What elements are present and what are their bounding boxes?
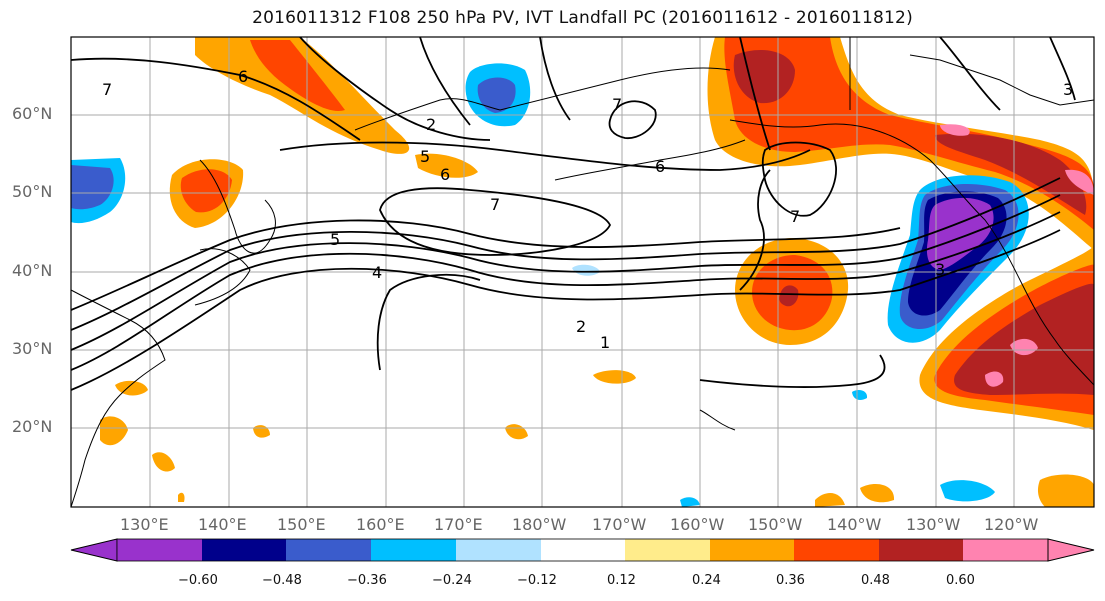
contour-label: 5	[330, 230, 340, 249]
lat-label: 20°N	[12, 417, 53, 436]
shade-orange	[152, 452, 175, 472]
colorbar-swatch	[286, 539, 371, 561]
colorbar-swatch	[456, 539, 541, 561]
lon-label: 140°W	[827, 515, 882, 534]
lon-label: 160°W	[670, 515, 725, 534]
shade-blue	[71, 165, 114, 210]
shade-pink	[1010, 338, 1038, 356]
contour-label: 4	[372, 263, 382, 282]
shade-red	[250, 40, 345, 111]
map-border	[70, 36, 1095, 508]
colorbar-tick-label: 0.12	[607, 573, 636, 588]
colorbar-tick-label: 0.36	[776, 573, 805, 588]
contour-label: 7	[612, 95, 622, 114]
colorbar-tick-label: −0.60	[178, 573, 218, 588]
colorbar-swatch	[117, 539, 202, 561]
colorbar-tick-label: −0.24	[432, 573, 472, 588]
contour-label: 7	[102, 80, 112, 99]
contour-label: 7	[490, 195, 500, 214]
lon-label: 150°E	[277, 515, 326, 534]
lon-label: 140°E	[198, 515, 247, 534]
shade-orange	[415, 153, 478, 178]
shade-lightblue	[852, 390, 868, 400]
colorbar-swatch	[963, 539, 1048, 561]
shade-pink	[1065, 169, 1094, 195]
shade-lightblue	[680, 497, 700, 507]
shade-blue	[477, 77, 516, 113]
contour-lines	[71, 37, 1076, 391]
map-title: 2016011312 F108 250 hPa PV, IVT Landfall…	[252, 8, 913, 28]
contour-label: 6	[440, 165, 450, 184]
shade-orange	[593, 370, 636, 384]
colorbar	[70, 538, 1095, 562]
contour-label: 6	[655, 157, 665, 176]
lon-label: 130°W	[906, 515, 961, 534]
colorbar-swatch	[202, 539, 286, 561]
contour-label: 3	[935, 260, 945, 279]
shade-orange	[1037, 474, 1094, 507]
shade-darkred	[935, 133, 1087, 215]
contour-label: 1	[600, 333, 610, 352]
lon-label: 160°E	[356, 515, 405, 534]
lon-label: 170°W	[592, 515, 647, 534]
shade-pink	[985, 371, 1004, 387]
colorbar-swatch	[625, 539, 710, 561]
colorbar-tick-label: 0.24	[692, 573, 721, 588]
colorbar-swatch	[879, 539, 963, 561]
lon-label: 150°W	[748, 515, 803, 534]
shade-orange	[860, 484, 895, 503]
colorbar-swatch	[371, 539, 456, 561]
shade-lightblue	[940, 480, 995, 502]
lon-label: 170°E	[434, 515, 483, 534]
shade-orange	[815, 493, 845, 507]
shade-orange	[178, 492, 185, 502]
lat-label: 50°N	[12, 182, 53, 201]
lon-label: 120°W	[984, 515, 1039, 534]
colorbar-tick-label: 0.48	[861, 573, 890, 588]
shade-pink	[940, 124, 970, 136]
shade-darkred	[733, 50, 795, 104]
colorbar-swatch	[710, 539, 794, 561]
colorbar-swatch	[794, 539, 879, 561]
coastlines	[71, 37, 1094, 507]
lat-label: 40°N	[12, 261, 53, 280]
contour-label-group: 7 6 2 7 5 6 7 5 4 2 1 6 7 3 3	[100, 67, 1073, 352]
lon-label: 130°E	[120, 515, 169, 534]
contour-label: 7	[790, 207, 800, 226]
contour-label: 3	[1063, 80, 1073, 99]
colorbar-tick-label: 0.60	[946, 573, 975, 588]
contour-label: 2	[426, 115, 436, 134]
shade-darkred	[779, 285, 799, 307]
lat-label: 60°N	[12, 104, 53, 123]
shade-paleblue	[572, 264, 600, 276]
colorbar-tick-label: −0.48	[262, 573, 302, 588]
colorbar-swatch	[541, 539, 625, 561]
colorbar-extend-left	[70, 538, 118, 562]
lat-label: 30°N	[12, 339, 53, 358]
colorbar-tick-label: −0.12	[517, 573, 557, 588]
contour-label: 5	[420, 147, 430, 166]
colorbar-extend-right	[1047, 538, 1095, 562]
colorbar-tick-label: −0.36	[347, 573, 387, 588]
shade-red	[180, 169, 232, 213]
shade-red	[724, 37, 1094, 230]
contour-label: 6	[238, 67, 248, 86]
lon-label: 180°W	[512, 515, 567, 534]
contour-label: 2	[576, 317, 586, 336]
shade-orange	[100, 416, 128, 446]
